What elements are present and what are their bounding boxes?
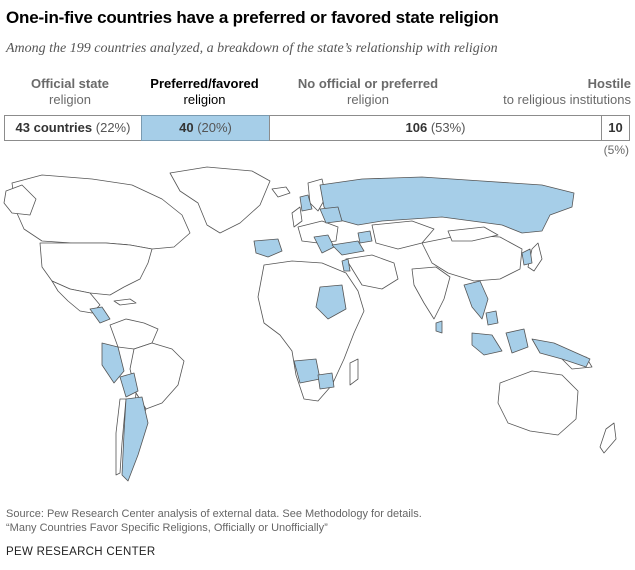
segment-hostile: 10 <box>601 115 630 141</box>
map-indonesia-borneo <box>505 328 529 354</box>
map-mongolia <box>447 226 499 242</box>
map-colombia-venezuela <box>109 318 159 350</box>
map-mexico <box>51 280 101 314</box>
category-official-head: Official state <box>30 76 110 91</box>
category-none-sub: religion <box>347 92 389 107</box>
brand-logo: PEW RESEARCH CENTER <box>6 546 156 558</box>
map-denmark <box>299 194 313 212</box>
map-indonesia-east <box>531 338 591 368</box>
map-madagascar <box>349 358 359 386</box>
map-argentina <box>121 396 149 482</box>
chart-subtitle: Among the 199 countries analyzed, a brea… <box>6 41 498 56</box>
segment-official-count: 43 countries <box>15 120 93 135</box>
map-turkey <box>331 240 365 256</box>
map-indonesia-west <box>471 332 503 356</box>
segment-official: 43 countries (22%) <box>4 115 142 141</box>
map-india <box>411 266 451 320</box>
map-levant <box>341 258 351 272</box>
category-hostile-sub: to religious institutions <box>503 92 631 107</box>
map-sri-lanka <box>435 320 443 334</box>
map-greenland <box>169 166 271 234</box>
map-iceland <box>271 186 291 198</box>
category-official-label: Official state religion <box>20 76 120 108</box>
map-australia <box>497 370 579 436</box>
map-cuba <box>113 298 137 306</box>
category-none-label: No official or preferred religion <box>268 76 468 108</box>
map-peru <box>101 342 125 384</box>
segment-hostile-pct: (5%) <box>603 143 629 157</box>
segment-none-count: 106 <box>405 120 428 135</box>
map-spain <box>253 238 283 258</box>
source-note: Source: Pew Research Center analysis of … <box>6 508 422 520</box>
breakdown-bar: 43 countries (22%) 40 (20%) 106 (53%) 10 <box>4 115 630 141</box>
map-new-zealand <box>599 422 617 454</box>
map-cambodia <box>485 310 499 326</box>
category-official-sub: religion <box>49 92 91 107</box>
map-middle-east <box>345 254 399 290</box>
segment-preferred-pct: (20%) <box>197 120 232 135</box>
map-canada <box>11 174 191 250</box>
category-preferred-sub: religion <box>183 92 226 107</box>
map-zambia <box>317 372 335 390</box>
map-russia <box>319 176 575 234</box>
segment-preferred-count: 40 <box>179 120 194 135</box>
map-eastern-europe <box>319 206 343 224</box>
map-central-asia <box>371 220 435 250</box>
map-caucasus <box>357 230 373 244</box>
segment-official-pct: (22%) <box>95 120 131 135</box>
category-preferred-label: Preferred/favored religion <box>141 76 268 108</box>
map-central-america <box>89 306 111 324</box>
segment-preferred: 40 (20%) <box>141 115 270 141</box>
map-alaska <box>3 184 37 216</box>
chart-title: One-in-five countries have a preferred o… <box>6 8 499 27</box>
map-bolivia <box>119 372 139 398</box>
segment-hostile-count: 10 <box>608 120 623 135</box>
map-uk <box>291 206 303 228</box>
map-southeast-asia <box>463 280 489 320</box>
category-hostile-head: Hostile <box>587 76 631 91</box>
map-sudan <box>315 284 347 320</box>
world-map <box>3 166 617 482</box>
map-korea <box>521 248 533 266</box>
category-none-head: No official or preferred <box>297 76 439 91</box>
report-title: “Many Countries Favor Specific Religions… <box>6 522 328 534</box>
segment-none-pct: (53%) <box>430 120 466 135</box>
category-hostile-label: Hostile to religious institutions <box>481 76 631 108</box>
category-preferred-head: Preferred/favored <box>150 76 259 91</box>
segment-none: 106 (53%) <box>269 115 602 141</box>
